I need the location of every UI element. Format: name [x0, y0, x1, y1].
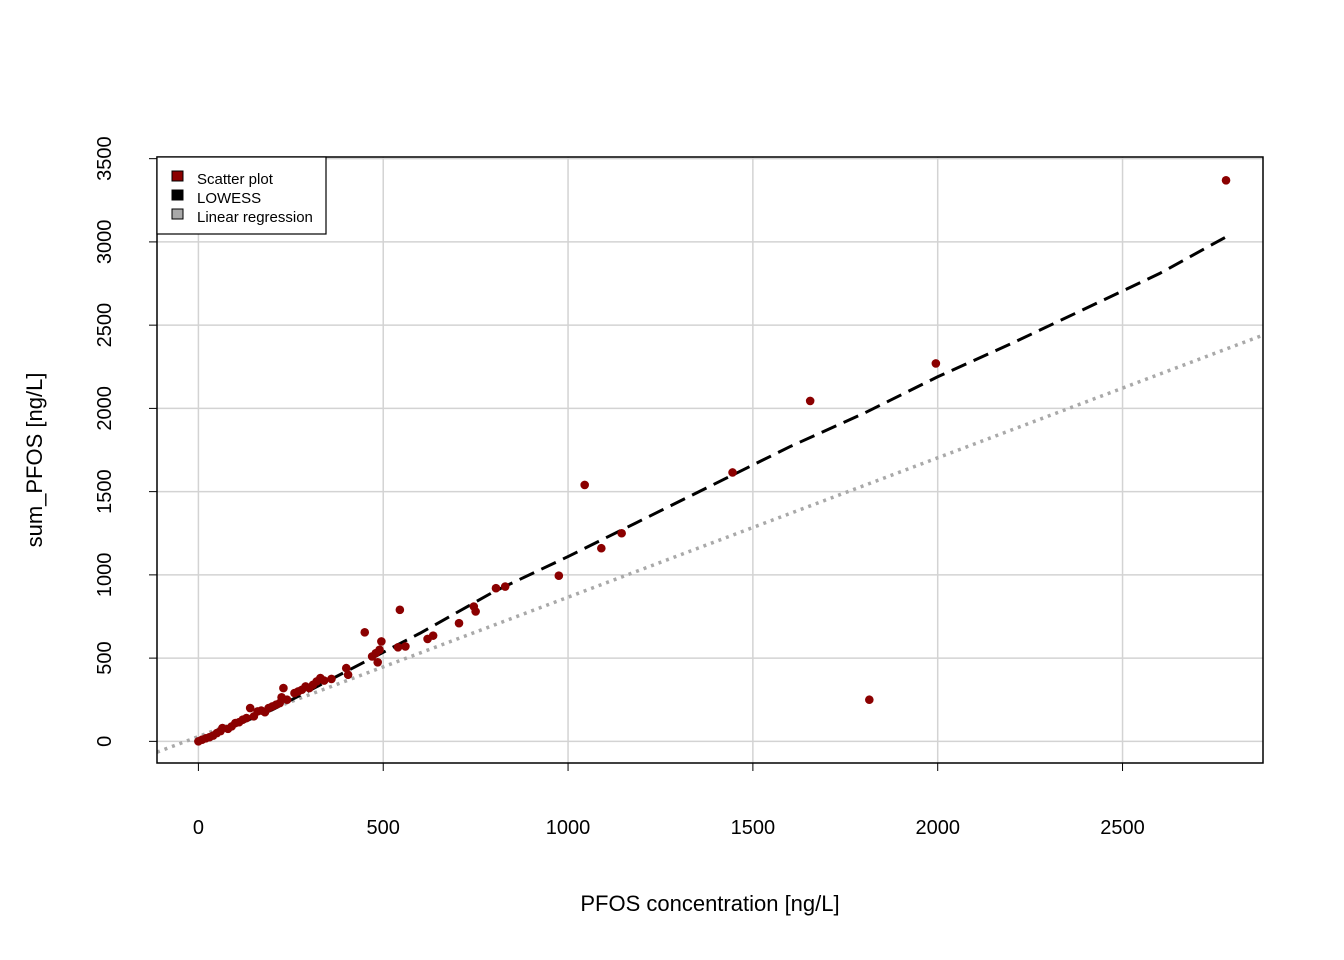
data-point-41 [375, 645, 384, 655]
regression-layer [157, 333, 1263, 754]
data-point-43 [373, 657, 382, 667]
data-point-37 [343, 670, 353, 680]
data-point-60 [865, 695, 874, 705]
y-tick-label-2500: 2500 [94, 303, 116, 348]
legend-swatch-scatter [171, 170, 184, 182]
legend-label-scatter: Scatter plot [197, 171, 274, 188]
data-point-38 [360, 628, 370, 637]
lowess-layer [197, 235, 1227, 743]
legend-swatch-regression [171, 208, 184, 220]
y-tick-label-3500: 3500 [94, 136, 116, 181]
legend-swatch-lowess [171, 189, 184, 201]
x-tick-label-500: 500 [367, 817, 400, 839]
data-point-53 [500, 582, 510, 591]
legend-label-regression: Linear regression [197, 209, 313, 226]
grid-layer [157, 157, 1263, 763]
y-axis-title: sum_PFOS [ng/L] [22, 373, 47, 548]
y-tick-label-500: 500 [94, 641, 116, 674]
data-point-44 [393, 642, 403, 652]
data-point-52 [491, 583, 501, 593]
data-point-61 [931, 359, 941, 368]
x-tick-label-2500: 2500 [1100, 817, 1145, 839]
data-point-59 [805, 396, 815, 406]
y-tick-label-1000: 1000 [94, 553, 116, 598]
x-tick-label-2000: 2000 [915, 817, 960, 839]
data-point-48 [428, 631, 438, 640]
plot-frame [156, 156, 1264, 764]
data-point-57 [617, 528, 626, 538]
y-tick-label-3000: 3000 [94, 220, 116, 265]
data-point-49 [454, 618, 464, 628]
data-point-35 [327, 674, 336, 684]
data-point-55 [580, 480, 589, 490]
data-point-56 [597, 543, 606, 553]
legend: Scatter plot LOWESS Linear regression [156, 156, 327, 235]
data-point-25 [282, 695, 292, 705]
points-layer [194, 176, 1231, 746]
data-point-36 [341, 663, 351, 673]
x-axis: 0 500 1000 1500 2000 2500 [193, 763, 1145, 839]
data-point-14 [245, 703, 255, 713]
y-axis: 0 500 1000 1500 2000 2500 3000 3500 [94, 136, 157, 747]
data-point-13 [242, 713, 251, 723]
data-point-54 [554, 571, 564, 581]
lowess-line [197, 235, 1227, 743]
y-tick-label-0: 0 [94, 736, 116, 747]
data-point-58 [728, 468, 737, 477]
y-tick-label-2000: 2000 [94, 386, 116, 431]
legend-label-lowess: LOWESS [197, 190, 261, 207]
x-tick-label-1000: 1000 [546, 817, 591, 839]
data-point-62 [1221, 176, 1231, 185]
data-point-34 [319, 676, 329, 685]
data-point-24 [279, 683, 288, 693]
x-tick-label-0: 0 [193, 817, 204, 839]
x-tick-label-1500: 1500 [731, 817, 776, 839]
y-tick-label-1500: 1500 [94, 469, 116, 513]
legend-box [156, 156, 327, 235]
data-point-42 [377, 637, 386, 646]
x-axis-title: PFOS concentration [ng/L] [580, 891, 839, 916]
data-point-45 [395, 605, 405, 615]
data-point-51 [471, 607, 480, 616]
data-point-46 [401, 642, 410, 651]
regression-line [157, 333, 1263, 754]
